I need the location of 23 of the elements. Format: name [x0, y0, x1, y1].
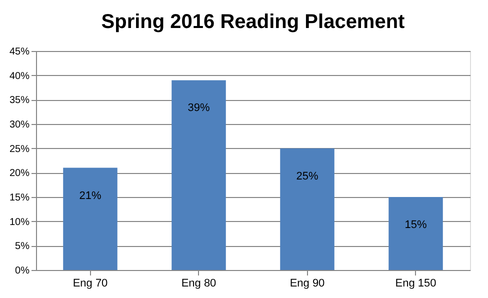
data-label: 15% [404, 219, 427, 231]
y-tick-label: 35% [9, 95, 30, 106]
y-tick-label: 10% [9, 216, 30, 228]
x-tick-label: Eng 70 [72, 278, 108, 290]
bar [388, 197, 443, 270]
y-tick-label: 45% [9, 46, 30, 58]
data-label: 25% [296, 170, 318, 182]
x-tick-label: Eng 150 [395, 278, 436, 290]
y-tick-label: 40% [9, 70, 30, 82]
x-tick-label: Eng 80 [181, 278, 216, 290]
chart-title: Spring 2016 Reading Placement [101, 11, 406, 33]
y-tick-label: 30% [9, 120, 30, 130]
y-tick-label: 15% [9, 192, 30, 204]
bar [280, 148, 334, 270]
y-tick-label: 0% [15, 266, 30, 276]
data-label: 21% [79, 190, 102, 202]
x-tick-label: Eng 90 [290, 278, 325, 290]
y-tick-label: 20% [9, 168, 30, 180]
bar [172, 80, 226, 270]
bar [63, 168, 118, 270]
y-tick-label: 5% [15, 241, 30, 252]
data-label: 39% [188, 102, 210, 114]
y-tick-label: 25% [9, 144, 30, 155]
